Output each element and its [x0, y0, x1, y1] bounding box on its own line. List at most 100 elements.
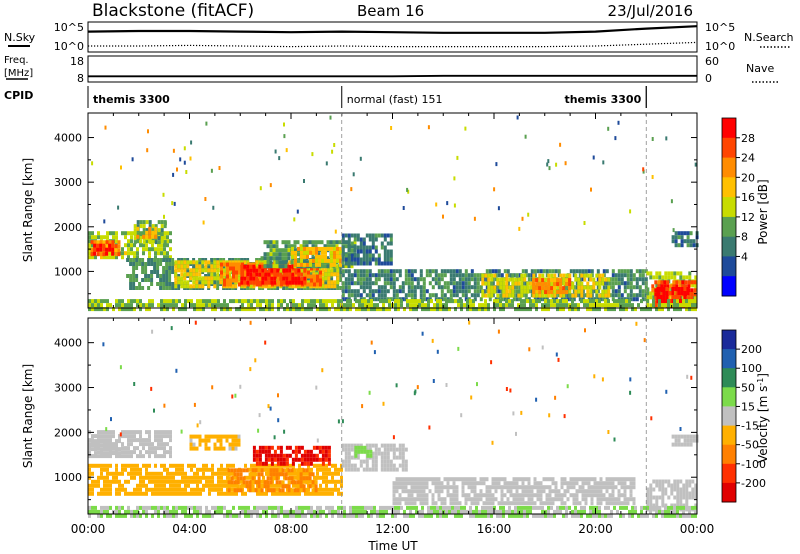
- data-cell: [204, 264, 208, 269]
- data-cell: [515, 493, 519, 498]
- data-cell: [118, 483, 121, 488]
- data-cell: [183, 264, 187, 269]
- data-cell: [511, 289, 515, 294]
- data-cell: [267, 276, 271, 281]
- data-cell: [216, 258, 220, 262]
- data-cell: [349, 299, 352, 304]
- data-cell: [587, 477, 591, 482]
- data-cell: [529, 299, 532, 304]
- data-cell: [103, 443, 106, 448]
- data-cell: [410, 489, 414, 494]
- data-cell: [174, 280, 178, 285]
- data-cell: [231, 442, 235, 447]
- data-cell: [288, 445, 292, 450]
- data-cell: [592, 299, 595, 304]
- data-cell: [496, 277, 500, 282]
- data-cell: [589, 293, 593, 298]
- data-cell: [527, 481, 531, 486]
- data-cell: [166, 307, 169, 312]
- data-cell: [554, 497, 558, 502]
- data-cell: [115, 447, 118, 452]
- data-cell: [379, 307, 382, 312]
- data-cell: [263, 264, 267, 269]
- data-cell: [464, 277, 468, 282]
- data-cell: [506, 485, 510, 490]
- data-cell: [139, 442, 142, 447]
- data-cell: [676, 303, 679, 308]
- data-cell: [216, 438, 220, 443]
- data-cell: [141, 270, 145, 274]
- data-cell: [380, 463, 384, 468]
- data-cell: [646, 291, 650, 296]
- scatter-cell: [629, 209, 632, 214]
- data-cell: [300, 453, 304, 458]
- data-cell: [148, 240, 152, 245]
- data-cell: [619, 307, 622, 312]
- data-cell: [88, 303, 91, 308]
- data-cell: [204, 274, 208, 278]
- data-cell: [458, 281, 462, 286]
- data-cell: [239, 468, 243, 473]
- data-cell: [121, 303, 124, 308]
- data-cell: [460, 303, 463, 308]
- data-cell: [174, 284, 178, 289]
- data-cell: [178, 479, 181, 484]
- data-cell: [163, 235, 166, 240]
- data-cell: [562, 299, 565, 304]
- data-cell: [568, 303, 571, 308]
- data-cell: [461, 493, 465, 498]
- data-cell: [216, 286, 220, 290]
- data-cell: [629, 477, 633, 482]
- data-cell: [321, 280, 325, 285]
- data-cell: [661, 479, 665, 484]
- data-cell: [353, 281, 357, 286]
- data-cell: [638, 293, 642, 298]
- data-cell: [112, 443, 115, 448]
- data-cell: [169, 487, 172, 492]
- data-cell: [121, 255, 124, 260]
- data-cell: [562, 307, 565, 312]
- data-cell: [109, 487, 112, 492]
- data-cell: [551, 477, 555, 482]
- data-cell: [255, 264, 259, 269]
- data-cell: [276, 453, 280, 458]
- data-cell: [259, 262, 262, 267]
- data-cell: [473, 281, 477, 286]
- data-cell: [560, 477, 564, 482]
- data-cell: [394, 303, 397, 308]
- data-cell: [127, 450, 130, 455]
- data-cell: [201, 276, 205, 281]
- data-cell: [234, 434, 238, 439]
- data-cell: [607, 277, 611, 282]
- data-cell: [285, 453, 289, 458]
- data-cell: [258, 260, 262, 265]
- data-cell: [422, 493, 426, 498]
- data-cell: [693, 280, 697, 285]
- data-cell: [679, 303, 682, 308]
- data-cell: [517, 277, 521, 282]
- data-cell: [563, 481, 567, 486]
- data-cell: [296, 260, 300, 265]
- data-cell: [398, 451, 402, 456]
- data-cell: [467, 497, 471, 502]
- data-cell: [163, 446, 166, 451]
- data-cell: [521, 485, 525, 490]
- data-cell: [275, 256, 279, 261]
- data-cell: [331, 463, 334, 468]
- data-cell: [515, 501, 519, 506]
- data-cell: [234, 438, 238, 443]
- data-cell: [362, 467, 366, 472]
- data-cell: [494, 497, 498, 502]
- data-cell: [235, 266, 238, 271]
- data-cell: [187, 483, 190, 488]
- data-cell: [520, 299, 523, 304]
- data-cell: [473, 497, 477, 502]
- data-cell: [325, 475, 328, 480]
- data-cell: [572, 477, 576, 482]
- data-cell: [309, 246, 312, 251]
- data-cell: [356, 245, 360, 250]
- data-cell: [160, 243, 163, 248]
- data-cell: [257, 484, 261, 489]
- data-cell: [404, 281, 408, 286]
- data-cell: [416, 485, 420, 490]
